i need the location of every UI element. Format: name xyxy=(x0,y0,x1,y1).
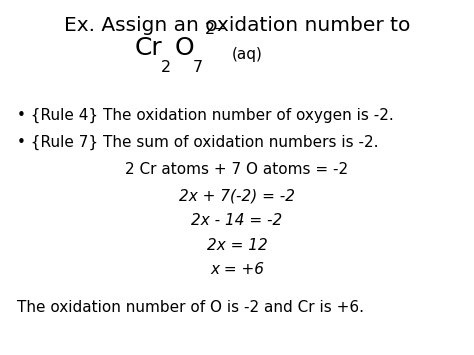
Text: 2x + 7(-2) = -2: 2x + 7(-2) = -2 xyxy=(179,188,295,203)
Text: 7: 7 xyxy=(192,60,202,75)
Text: (aq): (aq) xyxy=(231,47,262,62)
Text: 2x - 14 = -2: 2x - 14 = -2 xyxy=(191,213,283,228)
Text: O: O xyxy=(174,36,194,60)
Text: 2x = 12: 2x = 12 xyxy=(207,238,267,253)
Text: 2: 2 xyxy=(161,60,171,75)
Text: 2 Cr atoms + 7 O atoms = -2: 2 Cr atoms + 7 O atoms = -2 xyxy=(126,162,348,176)
Text: • {Rule 7} The sum of oxidation numbers is -2.: • {Rule 7} The sum of oxidation numbers … xyxy=(17,135,378,150)
Text: 2−: 2− xyxy=(205,22,229,37)
Text: The oxidation number of O is -2 and Cr is +6.: The oxidation number of O is -2 and Cr i… xyxy=(17,300,364,315)
Text: Ex. Assign an oxidation number to: Ex. Assign an oxidation number to xyxy=(64,16,410,35)
Text: Cr: Cr xyxy=(135,36,163,60)
Text: • {Rule 4} The oxidation number of oxygen is -2.: • {Rule 4} The oxidation number of oxyge… xyxy=(17,108,393,124)
Text: x = +6: x = +6 xyxy=(210,262,264,277)
